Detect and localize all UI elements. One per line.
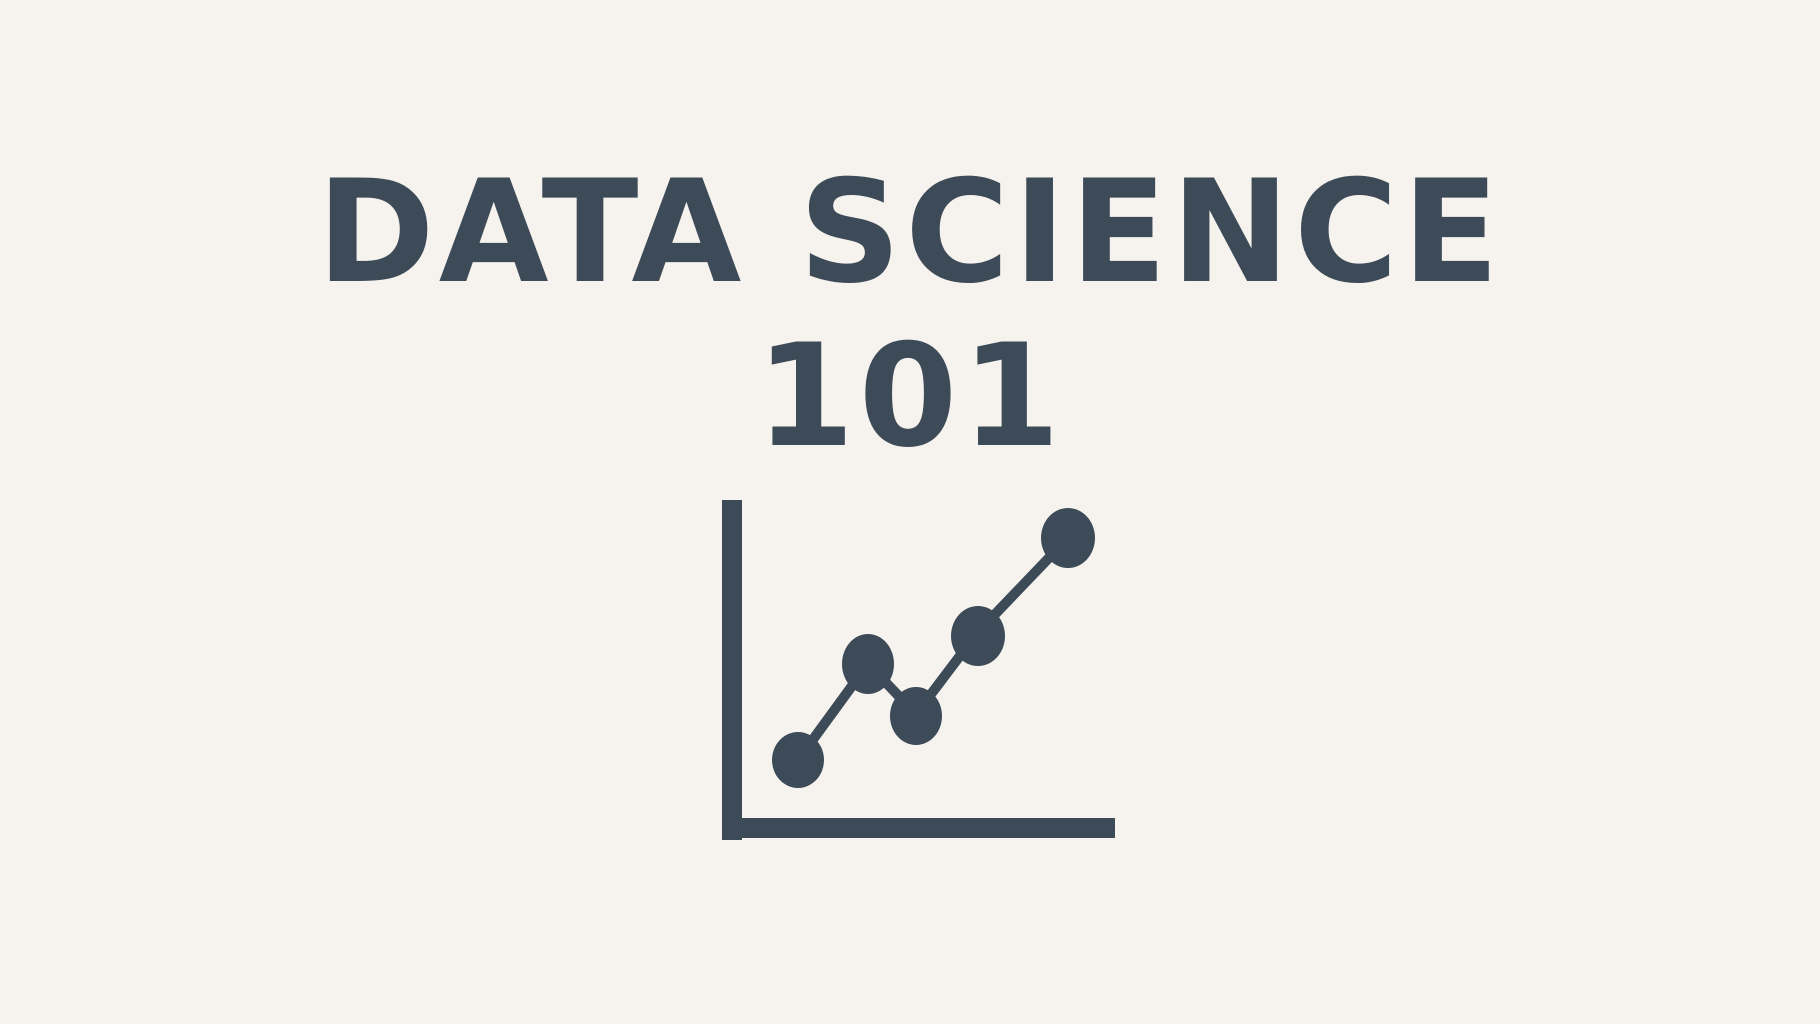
data-point xyxy=(890,687,942,745)
title-line-1: DATA SCIENCE xyxy=(316,150,1504,315)
y-axis-line xyxy=(722,500,742,840)
chart-axes-icon xyxy=(722,500,1115,840)
data-point xyxy=(842,634,894,694)
trend-points xyxy=(772,508,1095,788)
data-point xyxy=(951,606,1005,666)
title-line-2: 101 xyxy=(755,314,1065,479)
data-point xyxy=(1041,508,1095,568)
x-axis-line xyxy=(722,818,1115,838)
data-point xyxy=(772,732,824,788)
